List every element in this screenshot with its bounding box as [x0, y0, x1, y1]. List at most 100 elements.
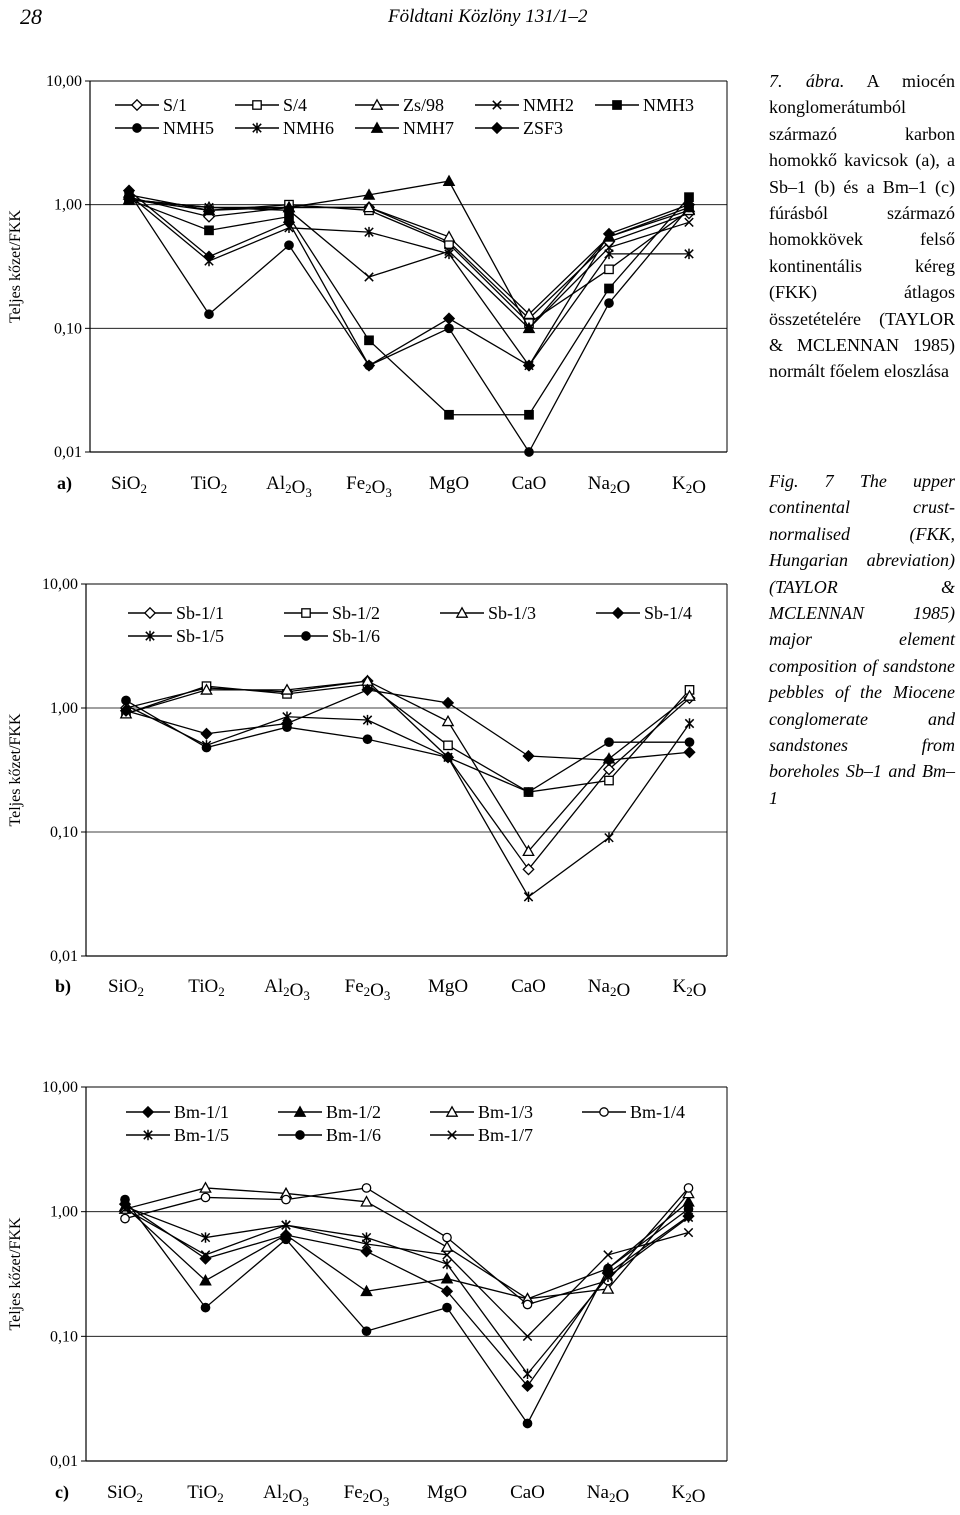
- data-point: [282, 200, 296, 213]
- data-point: [361, 1183, 372, 1193]
- data-point: [522, 307, 536, 320]
- series-line: [128, 196, 690, 416]
- data-point: [121, 695, 131, 706]
- legend-marker: [301, 608, 311, 618]
- data-point: [604, 775, 614, 786]
- legend-label: Sb-1/1: [176, 603, 224, 623]
- data-point: [362, 200, 376, 213]
- data-point: [604, 283, 614, 294]
- x-tick-label-na2o: Na2O: [588, 473, 630, 498]
- data-point: [603, 1250, 613, 1260]
- data-point: [443, 752, 453, 763]
- legend-marker: [445, 1105, 459, 1117]
- legend-label: S/4: [283, 95, 307, 115]
- data-point: [683, 1204, 694, 1214]
- x-tick-label-k2o: K2O: [673, 976, 707, 1001]
- series-line: [124, 1187, 689, 1300]
- series-bm-1-1: [118, 1197, 695, 1393]
- caption-hu-number: 7. ábra.: [769, 71, 845, 91]
- data-point: [442, 1250, 452, 1260]
- x-tick-label-tio2: TiO2: [191, 473, 227, 496]
- legend-marker: [143, 1129, 153, 1141]
- legend-item-sb-1-3: Sb-1/3: [440, 603, 536, 623]
- data-point: [683, 746, 696, 759]
- data-point: [683, 689, 696, 701]
- series-line: [128, 190, 690, 367]
- x-tick-label-fe2o3: Fe2O3: [346, 473, 392, 500]
- data-point: [364, 335, 374, 346]
- legend-marker: [370, 121, 384, 133]
- legend-marker: [490, 121, 504, 135]
- data-point: [442, 312, 456, 325]
- x-tick-label-cao: CaO: [512, 473, 547, 494]
- data-point: [602, 763, 616, 776]
- series-bm-1-6: [120, 1194, 694, 1429]
- legend-item-bm-1-4: Bm-1/4: [582, 1102, 685, 1122]
- data-point: [200, 1250, 211, 1260]
- legend-item-bm-1-7: Bm-1/7: [430, 1125, 533, 1145]
- y-tick-label: 10,00: [42, 1079, 78, 1096]
- y-tick-label: 0,10: [54, 320, 82, 337]
- data-point: [683, 1183, 694, 1193]
- data-point: [364, 272, 374, 282]
- data-point: [522, 844, 535, 857]
- data-point: [442, 1232, 452, 1243]
- series-line: [125, 680, 690, 853]
- legend-label: Bm-1/2: [326, 1102, 381, 1122]
- legend-label: Bm-1/3: [478, 1102, 533, 1122]
- legend-label: Bm-1/6: [326, 1125, 381, 1145]
- data-point: [444, 409, 454, 420]
- data-point: [442, 174, 456, 186]
- caption-en-number: Fig. 7: [769, 471, 834, 491]
- legend-marker: [145, 630, 155, 642]
- x-tick-label-al2o3: Al2O3: [264, 976, 310, 1003]
- x-tick-label-k2o: K2O: [672, 1482, 706, 1507]
- legend: Sb-1/1 Sb-1/2 Sb-1/3 Sb-1/4 Sb-1/5 Sb-1/6: [128, 603, 692, 646]
- data-point: [120, 1213, 130, 1224]
- x-tick-label-al2o3: Al2O3: [266, 473, 312, 500]
- legend-marker: [130, 98, 144, 112]
- data-point: [120, 1194, 130, 1205]
- series-line: [128, 180, 690, 330]
- legend-item-sb-1-2: Sb-1/2: [284, 603, 380, 623]
- x-tick-label-mgo: MgO: [428, 976, 468, 997]
- panel-label: a): [57, 473, 72, 494]
- data-point: [604, 264, 614, 275]
- data-point: [361, 1239, 372, 1249]
- data-point: [440, 1272, 454, 1284]
- legend-item-nmh5: NMH5: [115, 118, 214, 138]
- data-point: [522, 1331, 533, 1342]
- y-tick-label: 10,00: [42, 576, 78, 593]
- data-point: [201, 742, 212, 753]
- legend-marker: [612, 100, 622, 110]
- series-line: [125, 704, 691, 898]
- legend-item-bm-1-6: Bm-1/6: [278, 1125, 381, 1145]
- data-point: [444, 323, 454, 334]
- data-point: [682, 1186, 695, 1199]
- data-point: [360, 1195, 373, 1207]
- data-point: [522, 749, 535, 763]
- series-line: [125, 683, 690, 793]
- y-axis-label: Teljes kőzet/FKK: [7, 210, 24, 324]
- data-point: [199, 1181, 212, 1193]
- series-line: [124, 1199, 689, 1425]
- data-point: [602, 753, 616, 767]
- data-point: [523, 787, 534, 797]
- data-point: [284, 240, 294, 251]
- legend-item-sb-1-4: Sb-1/4: [596, 603, 692, 623]
- legend-label: Bm-1/4: [630, 1102, 685, 1122]
- data-point: [441, 696, 455, 709]
- data-point: [442, 230, 456, 242]
- x-tick-label-sio2: SiO2: [108, 976, 144, 999]
- legend-item-s-4: S/4: [235, 95, 307, 115]
- series-sb-1-1: [119, 674, 696, 876]
- legend-label: Sb-1/3: [488, 603, 536, 623]
- data-point: [199, 1252, 212, 1265]
- legend-label: NMH2: [523, 95, 574, 115]
- data-point: [522, 321, 536, 334]
- chart-panel-b: 10,00 1,00 0,10 0,01 Teljes kőzet/FKK b) SiO2 T…: [7, 576, 728, 1003]
- legend-label: NMH6: [283, 118, 334, 138]
- legend-marker: [252, 100, 262, 110]
- data-point: [522, 1368, 533, 1380]
- legend-item-sb-1-5: Sb-1/5: [128, 626, 224, 646]
